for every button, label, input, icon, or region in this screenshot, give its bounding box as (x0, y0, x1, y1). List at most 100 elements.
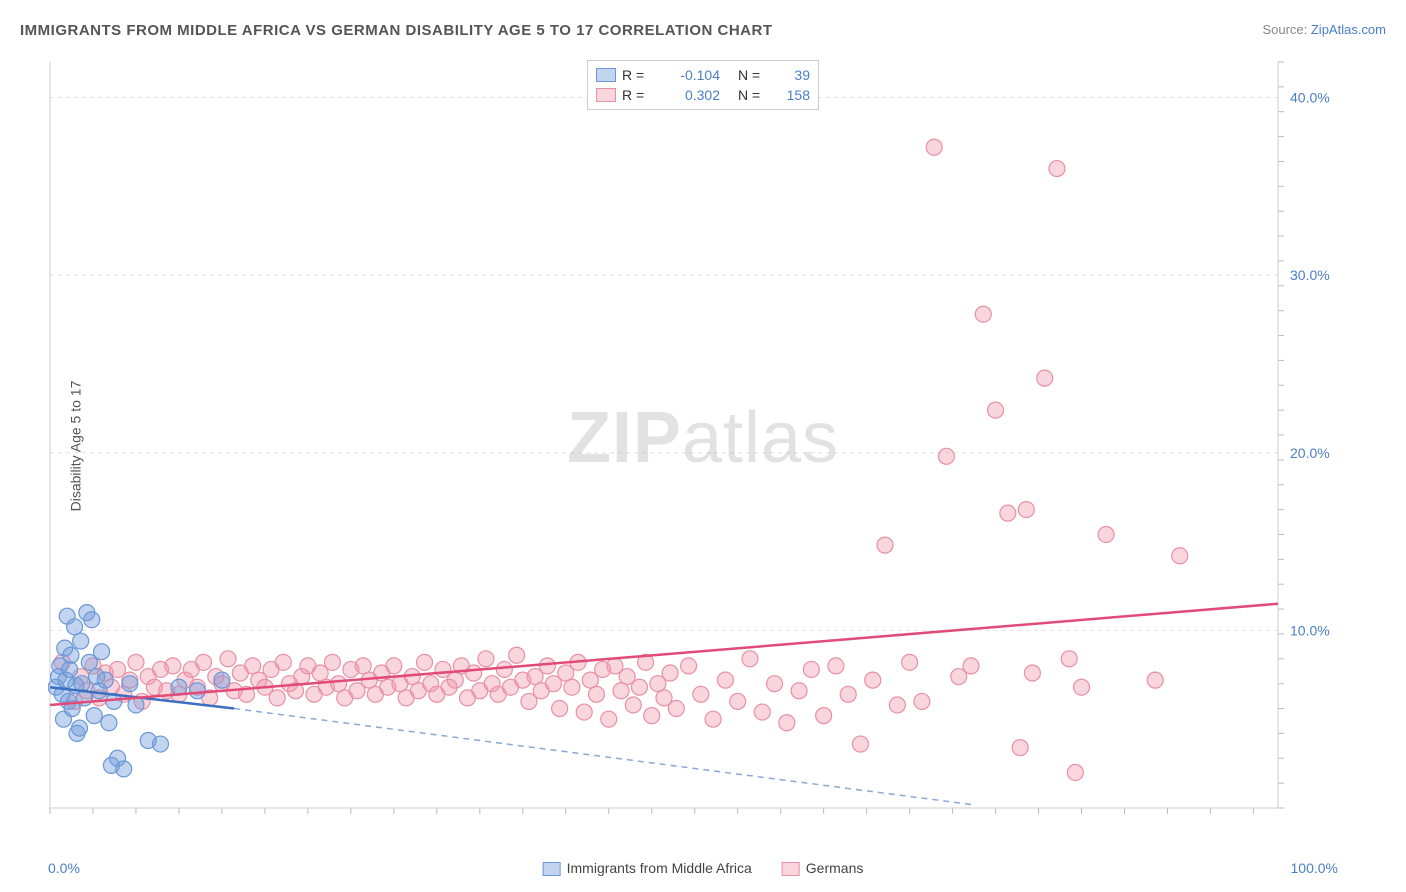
legend-series-label: Germans (806, 860, 864, 876)
scatter-point (67, 619, 83, 635)
scatter-point (466, 665, 482, 681)
source-link[interactable]: ZipAtlas.com (1311, 22, 1386, 37)
legend-statistics: R = -0.104 N = 39 R = 0.302 N = 158 (587, 60, 819, 110)
scatter-point (97, 672, 113, 688)
y-tick-label: 30.0% (1290, 267, 1330, 283)
r-label: R = (622, 67, 658, 83)
scatter-point (988, 402, 1004, 418)
source-attribution: Source: ZipAtlas.com (1262, 22, 1386, 37)
scatter-point (564, 679, 580, 695)
chart-title: IMMIGRANTS FROM MIDDLE AFRICA VS GERMAN … (20, 22, 773, 39)
n-label: N = (738, 87, 768, 103)
scatter-point (625, 697, 641, 713)
scatter-point (128, 654, 144, 670)
scatter-point (116, 761, 132, 777)
scatter-point (1037, 370, 1053, 386)
scatter-point (877, 537, 893, 553)
n-value: 39 (774, 67, 810, 83)
scatter-point (576, 704, 592, 720)
legend-swatch (596, 88, 616, 102)
scatter-point (742, 651, 758, 667)
scatter-point (71, 720, 87, 736)
scatter-point (417, 654, 433, 670)
scatter-point (84, 612, 100, 628)
x-axis-max-label: 100.0% (1291, 860, 1338, 876)
scatter-point (902, 654, 918, 670)
scatter-point (914, 693, 930, 709)
scatter-point (269, 690, 285, 706)
scatter-point (852, 736, 868, 752)
scatter-point (1147, 672, 1163, 688)
r-label: R = (622, 87, 658, 103)
r-value: -0.104 (664, 67, 720, 83)
scatter-point (803, 661, 819, 677)
legend-series-item: Germans (782, 860, 864, 876)
scatter-point (94, 644, 110, 660)
scatter-point (889, 697, 905, 713)
n-label: N = (738, 67, 768, 83)
scatter-point (705, 711, 721, 727)
scatter-point (840, 686, 856, 702)
scatter-point (496, 661, 512, 677)
scatter-point (386, 658, 402, 674)
scatter-point (355, 658, 371, 674)
scatter-point (1061, 651, 1077, 667)
scatter-point (865, 672, 881, 688)
x-axis-min-label: 0.0% (48, 860, 80, 876)
scatter-point (220, 651, 236, 667)
scatter-point (601, 711, 617, 727)
scatter-point (767, 676, 783, 692)
scatter-point (1098, 526, 1114, 542)
scatter-point (63, 647, 79, 663)
scatter-point (478, 651, 494, 667)
scatter-point (245, 658, 261, 674)
scatter-point (938, 448, 954, 464)
legend-stat-row: R = 0.302 N = 158 (596, 85, 810, 105)
legend-series: Immigrants from Middle Africa Germans (543, 860, 864, 876)
scatter-point (963, 658, 979, 674)
scatter-point (1018, 502, 1034, 518)
scatter-point (447, 672, 463, 688)
scatter-point (189, 683, 205, 699)
n-value: 158 (774, 87, 810, 103)
scatter-point (1074, 679, 1090, 695)
scatter-point (730, 693, 746, 709)
scatter-point (828, 658, 844, 674)
r-value: 0.302 (664, 87, 720, 103)
scatter-point (681, 658, 697, 674)
y-tick-label: 20.0% (1290, 445, 1330, 461)
scatter-point (668, 701, 684, 717)
scatter-point (62, 661, 78, 677)
scatter-point (662, 665, 678, 681)
scatter-point (101, 715, 117, 731)
scatter-point (1024, 665, 1040, 681)
scatter-point (86, 708, 102, 724)
scatter-point (324, 654, 340, 670)
scatter-point (539, 658, 555, 674)
source-prefix: Source: (1262, 22, 1310, 37)
scatter-point (613, 683, 629, 699)
scatter-point (552, 701, 568, 717)
scatter-point (754, 704, 770, 720)
scatter-point (926, 139, 942, 155)
scatter-point (1049, 161, 1065, 177)
scatter-point (588, 686, 604, 702)
scatter-point (1012, 740, 1028, 756)
scatter-point (214, 672, 230, 688)
scatter-point (631, 679, 647, 695)
scatter-point (509, 647, 525, 663)
legend-series-label: Immigrants from Middle Africa (567, 860, 752, 876)
scatter-point (975, 306, 991, 322)
legend-series-item: Immigrants from Middle Africa (543, 860, 752, 876)
scatter-point (122, 676, 138, 692)
y-tick-label: 40.0% (1290, 90, 1330, 106)
scatter-point (644, 708, 660, 724)
legend-stat-row: R = -0.104 N = 39 (596, 65, 810, 85)
scatter-point (1172, 548, 1188, 564)
legend-swatch (596, 68, 616, 82)
scatter-point (791, 683, 807, 699)
legend-swatch (543, 862, 561, 876)
scatter-point (693, 686, 709, 702)
scatter-point (196, 654, 212, 670)
scatter-point (1067, 764, 1083, 780)
